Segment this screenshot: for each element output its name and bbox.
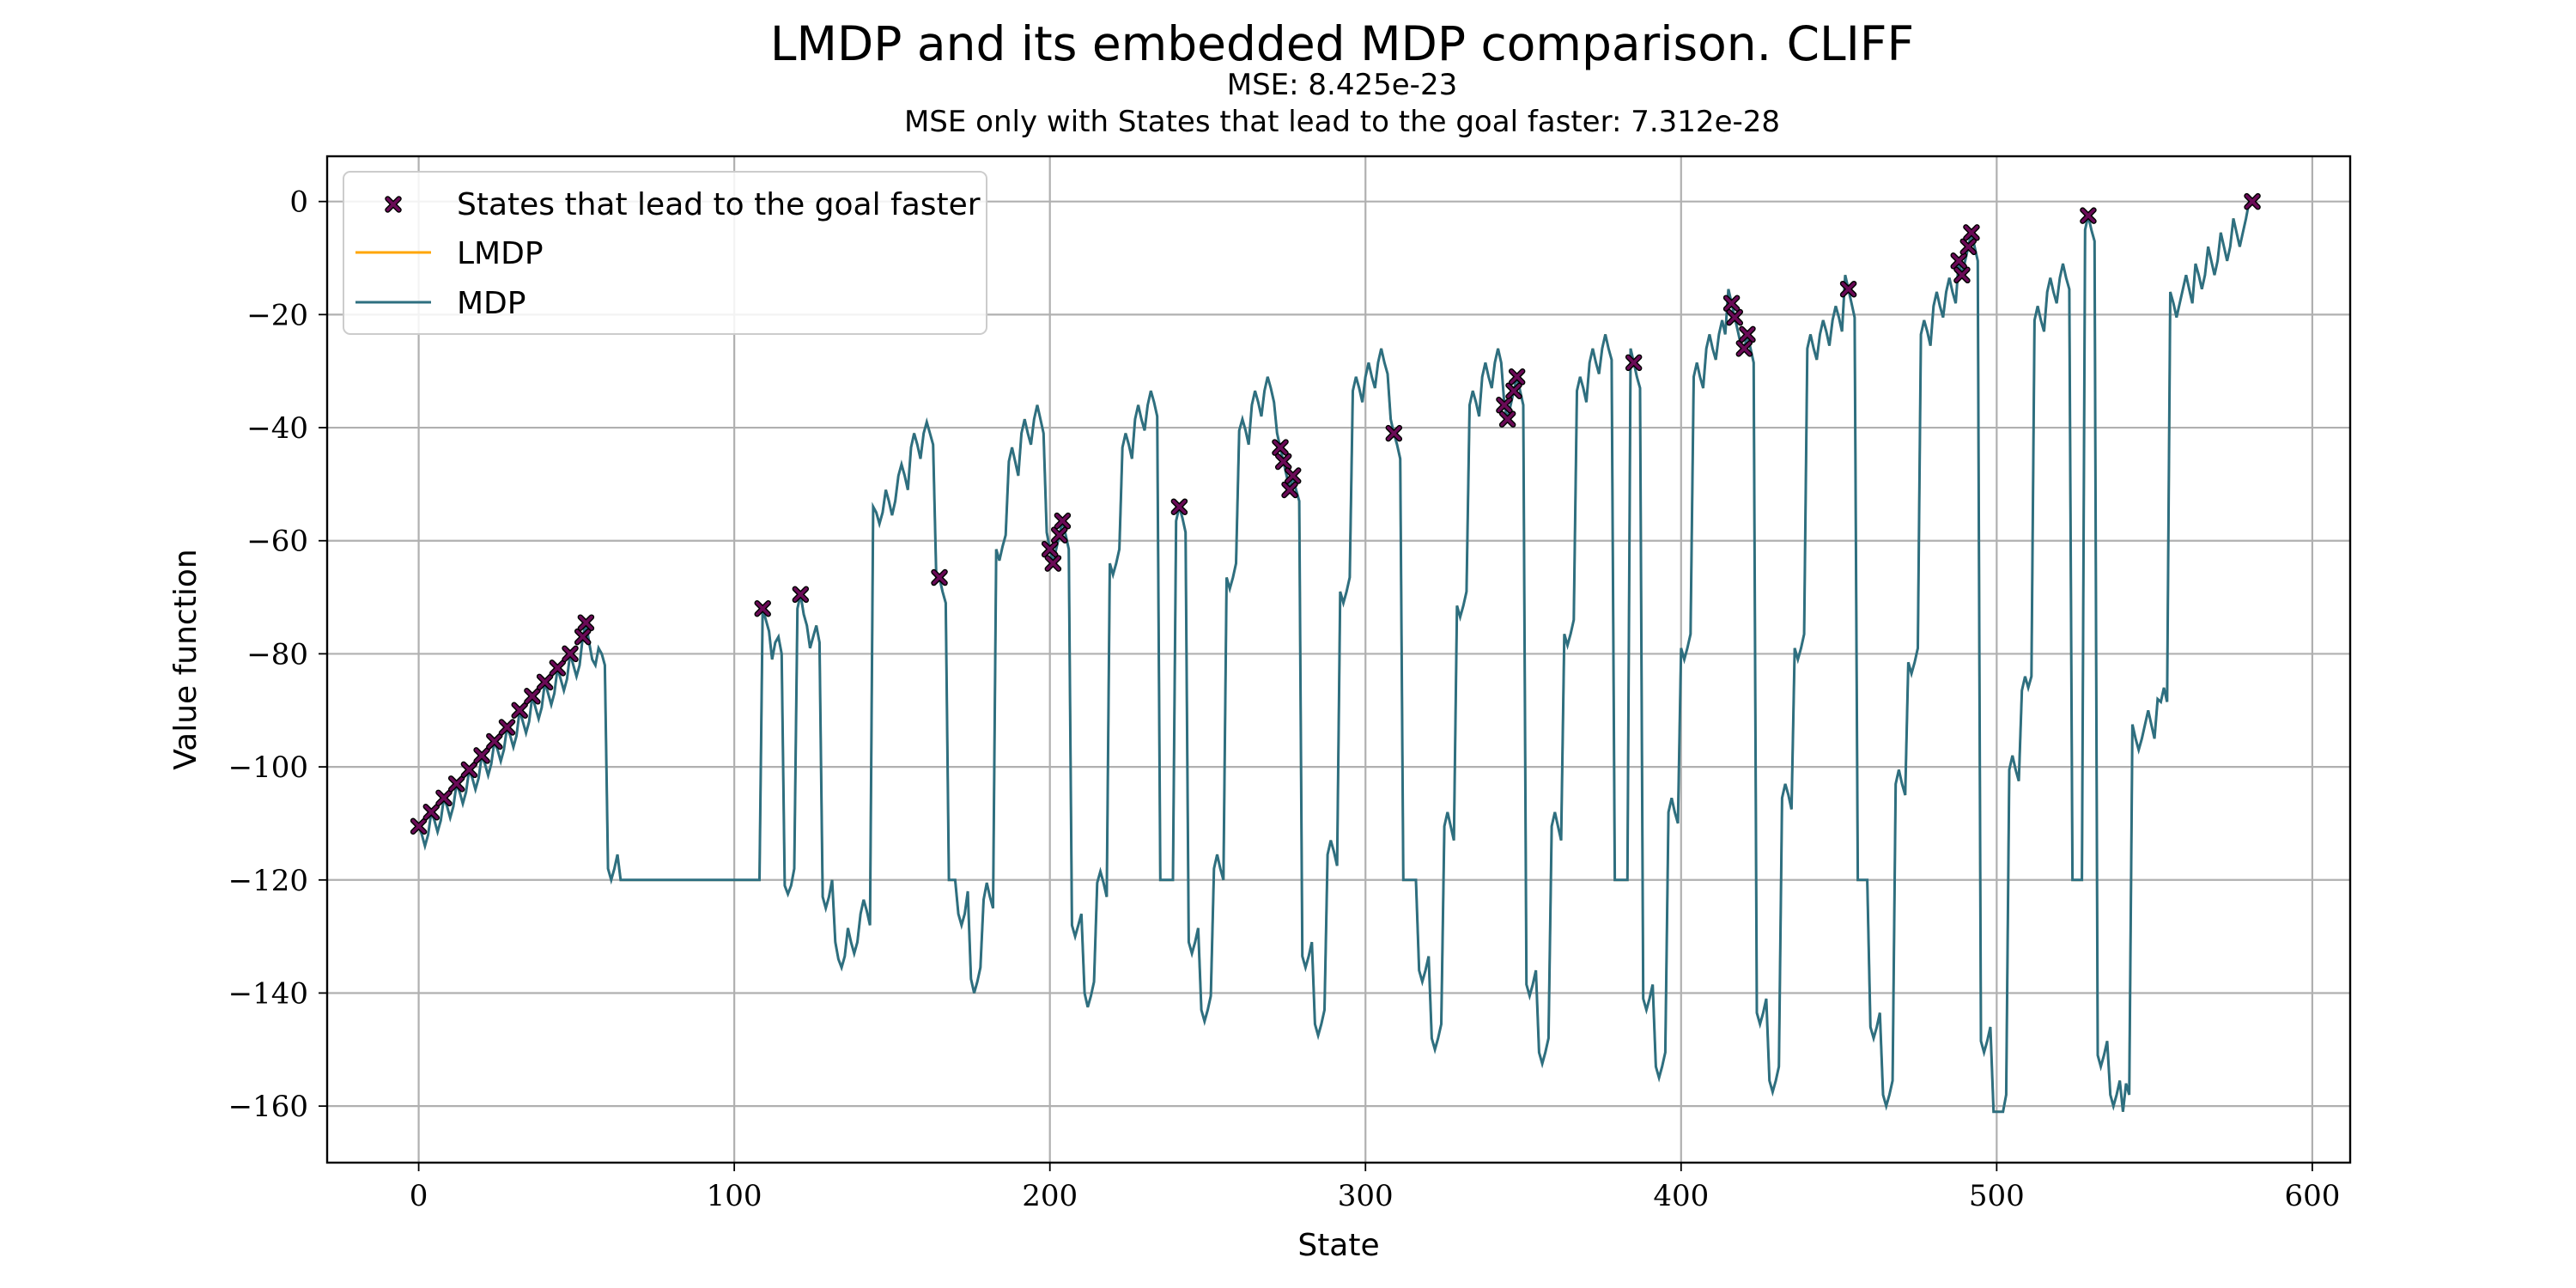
x-tick-label: 100 bbox=[707, 1179, 762, 1213]
goal-state-marker bbox=[1953, 266, 1971, 284]
y-tick-label: −60 bbox=[246, 525, 308, 559]
goal-state-marker bbox=[2080, 207, 2097, 224]
y-tick-label: −100 bbox=[228, 750, 308, 785]
plot-area bbox=[410, 192, 2261, 1114]
goal-state-marker bbox=[1505, 382, 1522, 399]
y-tick-label: −140 bbox=[228, 976, 308, 1011]
y-tick-label: −120 bbox=[228, 864, 308, 898]
goal-state-marker bbox=[1170, 498, 1188, 515]
goal-state-marker bbox=[1726, 308, 1744, 326]
goal-state-marker bbox=[1735, 340, 1753, 357]
goal-state-markers bbox=[410, 192, 2261, 835]
goal-state-marker bbox=[1498, 410, 1516, 428]
x-tick-label: 500 bbox=[1969, 1179, 2025, 1213]
y-tick-label: 0 bbox=[289, 185, 308, 220]
goal-state-marker bbox=[1950, 252, 1967, 270]
goal-state-marker bbox=[792, 586, 810, 604]
y-tick-label: −40 bbox=[246, 411, 308, 446]
goal-state-marker bbox=[511, 702, 528, 720]
chart-subtitle-mse: MSE: 8.425e-23 bbox=[1227, 68, 1457, 102]
legend: States that lead to the goal faster LMDP… bbox=[343, 171, 987, 335]
legend-label-mdp: MDP bbox=[457, 286, 526, 321]
goal-state-marker bbox=[1054, 512, 1072, 530]
goal-state-marker bbox=[1508, 368, 1526, 386]
goal-state-marker bbox=[1963, 224, 1980, 241]
goal-state-marker bbox=[1281, 481, 1298, 499]
goal-state-marker bbox=[1385, 424, 1403, 442]
goal-state-marker bbox=[524, 688, 541, 705]
goal-state-marker bbox=[562, 645, 579, 663]
goal-state-marker bbox=[1722, 295, 1741, 312]
legend-marker-goal-states bbox=[385, 196, 402, 213]
goal-state-marker bbox=[447, 775, 465, 793]
goal-state-marker bbox=[422, 804, 440, 821]
goal-state-marker bbox=[1496, 396, 1513, 414]
x-tick-label: 0 bbox=[410, 1179, 428, 1213]
chart-subtitle-mse-goal: MSE only with States that lead to the go… bbox=[904, 105, 1780, 139]
x-tick-label: 400 bbox=[1653, 1179, 1709, 1213]
chart-title: LMDP and its embedded MDP comparison. CL… bbox=[770, 16, 1914, 71]
goal-state-marker bbox=[754, 599, 771, 617]
goal-state-marker bbox=[1050, 526, 1068, 544]
y-tick-label: −80 bbox=[246, 637, 308, 671]
goal-state-marker bbox=[574, 628, 592, 646]
goal-state-marker bbox=[1839, 280, 1857, 298]
goal-state-marker bbox=[1274, 453, 1292, 471]
x-tick-label: 600 bbox=[2284, 1179, 2340, 1213]
goal-state-marker bbox=[549, 659, 567, 677]
goal-state-marker bbox=[410, 817, 428, 835]
goal-state-marker bbox=[1739, 325, 1756, 343]
goal-state-marker bbox=[1044, 555, 1062, 572]
goal-state-marker bbox=[498, 719, 516, 736]
x-tick-label: 200 bbox=[1022, 1179, 1078, 1213]
y-axis-label: Value function bbox=[168, 549, 204, 769]
goal-state-marker bbox=[1625, 354, 1643, 372]
goal-state-marker bbox=[460, 761, 478, 779]
goal-state-marker bbox=[2244, 192, 2261, 210]
plot-frame bbox=[325, 155, 2352, 1164]
legend-box bbox=[343, 171, 987, 335]
series-line-mdp bbox=[417, 200, 2253, 1114]
y-tick-label: −160 bbox=[228, 1090, 308, 1124]
goal-state-marker bbox=[1959, 238, 1978, 256]
axis-ticks: 0 100 200 300 400 500 600 0 −20 −40 −60 −80 −100 −120… bbox=[228, 185, 2341, 1213]
y-tick-label: −20 bbox=[246, 298, 308, 332]
goal-state-marker bbox=[486, 732, 503, 750]
goal-state-marker bbox=[577, 614, 595, 631]
goal-state-marker bbox=[1272, 439, 1289, 456]
x-tick-label: 300 bbox=[1338, 1179, 1394, 1213]
goal-state-marker bbox=[931, 568, 948, 586]
goal-state-marker bbox=[435, 789, 453, 807]
goal-state-marker bbox=[536, 673, 554, 691]
goal-state-marker bbox=[473, 747, 490, 764]
legend-label-goal-states: States that lead to the goal faster bbox=[457, 187, 981, 222]
goal-state-marker bbox=[1041, 540, 1059, 558]
goal-state-marker bbox=[1284, 467, 1302, 484]
legend-label-lmdp: LMDP bbox=[457, 236, 544, 271]
legend-marker-x bbox=[385, 196, 402, 213]
x-axis-label: State bbox=[1297, 1228, 1379, 1263]
